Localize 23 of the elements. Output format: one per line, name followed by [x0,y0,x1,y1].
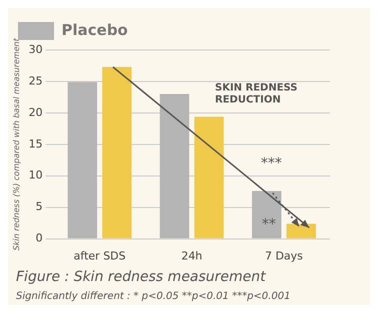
y-tick-label: 30 [28,42,43,56]
x-tick-label: 24h [181,249,202,262]
x-tick-label: 7 Days [264,249,304,262]
bar [286,224,316,238]
bar [160,94,190,238]
y-tick-label: 10 [28,168,43,182]
bar [194,116,224,238]
text: Figure : Skin redness measurement [15,268,267,287]
y-tick-label: 25 [28,74,43,88]
bar [102,66,132,238]
annotation: *** [260,156,282,172]
bar [68,82,98,238]
legend-label: Placebo [62,20,128,39]
y-tick-label: 15 [28,137,43,150]
x-tick-label: after SDS [74,249,126,262]
y-tick-label: 20 [28,106,43,119]
y-tick-label: 0 [36,232,43,245]
y-tick-label: 5 [36,200,43,214]
y-axis-title: Skin redness (%) compared with basal measurement [12,37,21,251]
bar [252,190,282,238]
annotation: ** [262,216,276,233]
text: Significantly different : * p<0.05 **p<0.01 ***p<0.001 [15,290,292,304]
annotation: SKIN REDNESS REDUCTION [215,82,298,106]
